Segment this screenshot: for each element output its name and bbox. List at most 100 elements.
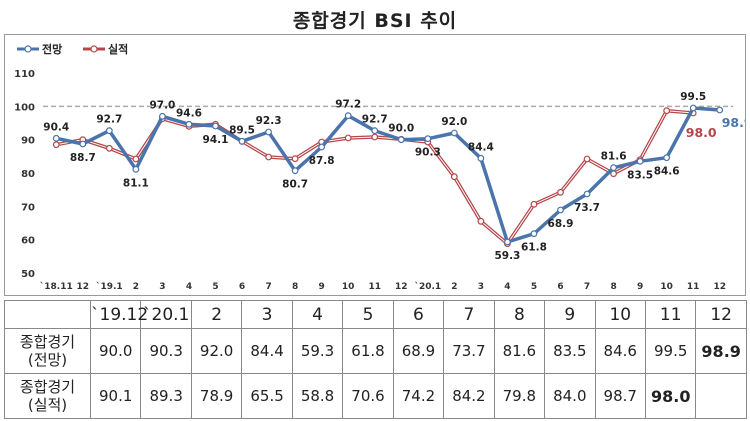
table-cell-latest: 98.0 (644, 373, 697, 419)
forecast-data-label: 99.5 (680, 91, 706, 103)
x-tick-label: 2 (451, 282, 457, 292)
table-header-cell: 4 (291, 300, 344, 329)
table-header-row: `19.12 `20.1 2 3 4 5 6 7 8 9 10 11 12 (4, 300, 747, 329)
table-cell: 81.6 (493, 328, 546, 374)
row-label-line1: 종합경기 (19, 378, 76, 396)
x-tick-label: 6 (557, 282, 563, 292)
table-cell: 68.9 (392, 328, 445, 374)
table-cell: 84.4 (241, 328, 293, 374)
x-tick-label: 6 (239, 282, 245, 292)
forecast-data-label: 92.0 (441, 116, 467, 128)
series-line-forecast (55, 106, 720, 244)
x-tick-label: 5 (212, 282, 218, 292)
forecast-point (504, 238, 511, 246)
data-labels: 90.4 88.7 92.7 81.1 97.094.6 94.189.592.3 80.7… (43, 91, 745, 262)
forecast-data-label: 73.7 (574, 202, 600, 214)
table-row-actual: 종합경기 (실적) 90.1 89.3 78.9 65.5 58.8 70.6 … (4, 373, 747, 419)
x-tick-label: 9 (319, 282, 325, 292)
row-label-line1: 종합경기 (19, 333, 76, 351)
actual-point (105, 144, 113, 152)
actual-point (265, 153, 272, 161)
table-cell: 65.5 (241, 373, 293, 419)
forecast-point (716, 106, 724, 114)
table-cell: 79.8 (493, 373, 546, 419)
forecast-point (265, 128, 272, 136)
forecast-point (212, 122, 219, 130)
table-header-cell: 10 (594, 300, 646, 329)
forecast-point (424, 135, 432, 143)
forecast-point (689, 104, 697, 112)
forecast-data-label: 83.5 (627, 169, 653, 181)
series-group (52, 104, 724, 248)
forecast-point (397, 136, 405, 144)
forecast-data-label: 92.7 (96, 114, 122, 126)
y-tick-label: 100 (14, 102, 35, 113)
forecast-point (610, 164, 617, 172)
actual-point (344, 134, 352, 142)
forecast-data-label: 80.7 (282, 179, 308, 191)
table-corner-cell (4, 300, 91, 329)
y-axis: 50 60 70 80 90 100 110 (14, 69, 35, 280)
table-cell: 78.9 (190, 373, 243, 419)
legend: 전망 실적 (17, 42, 128, 56)
y-tick-label: 50 (21, 269, 35, 280)
chart-area: 전망 실적 50 60 70 80 90 100 110 `18.11 12 `19.1 2 3 4 5 6… (4, 34, 746, 296)
table-header-cell: `20.1 (140, 300, 192, 329)
table-cell: 84.0 (544, 373, 596, 419)
row-label-forecast: 종합경기 (전망) (4, 328, 91, 374)
table-cell: 83.5 (544, 328, 596, 374)
x-tick-label: 3 (159, 282, 165, 292)
forecast-data-label: 92.3 (256, 115, 282, 127)
x-tick-label: 3 (478, 282, 484, 292)
table-header-cell: 2 (190, 300, 243, 329)
forecast-data-label: 84.6 (654, 166, 680, 178)
table-header-cell: 7 (443, 300, 495, 329)
y-tick-label: 70 (21, 202, 35, 213)
forecast-point (79, 140, 87, 148)
forecast-last-label: 98.9 (722, 115, 745, 130)
data-table: `19.12 `20.1 2 3 4 5 6 7 8 9 10 11 12 종합… (4, 300, 747, 419)
forecast-point (371, 127, 379, 135)
table-cell: 61.8 (342, 328, 394, 374)
table-cell: 90.1 (89, 373, 142, 419)
forecast-point (132, 165, 140, 173)
table-cell: 58.8 (291, 373, 344, 419)
actual-point (477, 217, 485, 225)
actual-last-label: 98.0 (686, 125, 717, 140)
table-cell: 98.7 (594, 373, 646, 419)
chart-title: 종합경기 BSI 추이 (292, 10, 458, 32)
forecast-data-label: 90.4 (43, 121, 69, 133)
actual-point (583, 155, 591, 163)
x-tick-label: `18.11 (40, 281, 73, 292)
line-chart: 전망 실적 50 60 70 80 90 100 110 `18.11 12 `19.1 2 3 4 5 6… (14, 42, 745, 292)
table-header-cell: 9 (544, 300, 596, 329)
y-tick-label: 110 (14, 69, 35, 80)
forecast-point (636, 157, 644, 165)
actual-point (132, 155, 140, 163)
x-tick-label: 8 (292, 282, 298, 292)
legend-label: 실적 (108, 42, 128, 56)
actual-point (663, 107, 671, 115)
x-tick-label: 4 (504, 282, 510, 292)
x-tick-label: 12 (713, 282, 726, 292)
legend-swatch-marker (24, 45, 32, 53)
forecast-point (557, 206, 564, 214)
forecast-data-label: 81.6 (601, 151, 627, 163)
x-tick-label: 9 (637, 282, 643, 292)
forecast-data-label: 84.4 (468, 141, 494, 153)
x-tick-label: 4 (186, 282, 192, 292)
row-label-line2: (전망) (27, 351, 68, 369)
x-tick-label: 11 (368, 282, 381, 292)
table-cell: 59.3 (291, 328, 344, 374)
forecast-point (530, 230, 538, 238)
forecast-point (663, 154, 671, 162)
actual-point (450, 173, 458, 181)
x-tick-label: 10 (660, 282, 673, 292)
forecast-data-label: 90.3 (415, 147, 441, 159)
table-header-cell: 11 (644, 300, 697, 329)
x-tick-label: `20.1 (414, 281, 441, 292)
forecast-point (291, 167, 299, 175)
forecast-data-label: 87.8 (309, 155, 335, 167)
y-tick-label: 60 (21, 236, 35, 247)
forecast-data-label: 97.0 (149, 99, 175, 111)
